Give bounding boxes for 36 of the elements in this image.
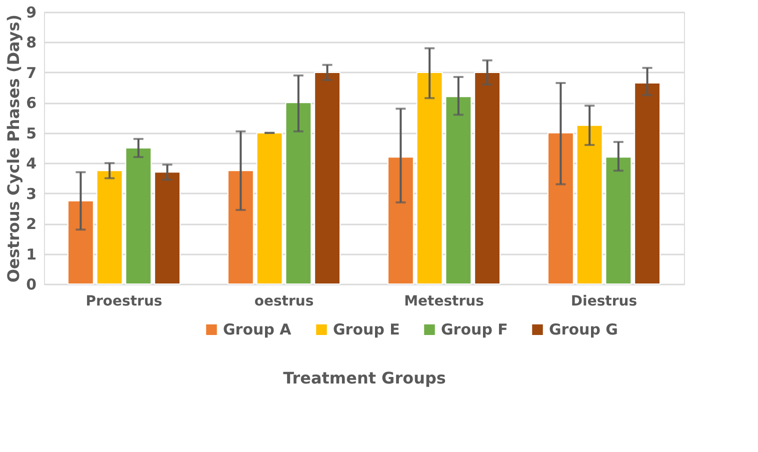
bar [416,72,443,284]
legend-label: Group E [333,320,400,339]
y-tick-label: 9 [26,4,36,22]
y-tick-label: 8 [26,34,36,52]
bar [68,200,94,284]
y-tick-label: 0 [26,276,36,294]
x-tick-label: Proestrus [86,294,162,310]
y-tick-label: 6 [26,94,36,112]
bar [605,156,632,284]
bar [314,72,340,284]
y-tick-label: 7 [26,64,36,82]
bar [388,156,414,284]
legend-label: Group F [441,320,508,339]
bar [154,172,180,284]
x-tick-label: oestrus [254,294,314,310]
y-tick-label: 4 [26,154,36,173]
bar [125,148,152,284]
y-tick-label: 1 [26,245,36,264]
legend-label: Group G [549,320,618,339]
y-tick-label: 3 [26,184,36,203]
bar [576,124,603,284]
legend-label: Group A [223,320,292,339]
bar [634,82,660,284]
x-axis-title: Treatment Groups [283,368,446,388]
bar [96,170,123,284]
bar [548,132,574,284]
y-tick-label: 2 [26,215,36,234]
y-tick-label: 5 [26,124,36,142]
bar [474,72,500,284]
bar [445,96,472,284]
bar [228,170,254,284]
x-tick-label: Metestrus [404,294,484,310]
bar [256,132,283,284]
bar [285,102,312,284]
x-tick-label: Diestrus [570,294,638,310]
y-axis-title: Oestrous Cycle Phases (Days) [4,14,24,283]
